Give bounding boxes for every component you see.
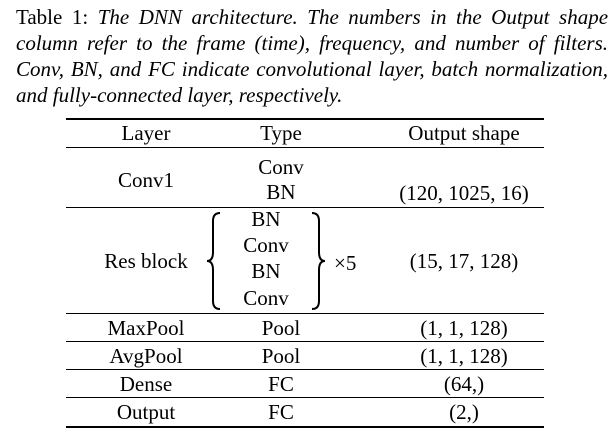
- header-layer: Layer: [121, 121, 171, 145]
- row-rule: [66, 369, 544, 370]
- output-res-block: (15, 17, 128): [409, 249, 519, 273]
- type-bn: BN: [251, 259, 281, 283]
- type-fc: FC: [268, 372, 294, 396]
- table-top-rule: [66, 118, 544, 120]
- layer-avgpool: AvgPool: [109, 344, 183, 368]
- right-brace: [310, 212, 326, 310]
- table-bottom-rule: [66, 426, 544, 428]
- header-type: Type: [260, 121, 302, 145]
- row-rule: [66, 313, 544, 314]
- output-dense: (64,): [443, 372, 485, 396]
- type-bn: BN: [266, 180, 296, 204]
- header-output-shape: Output shape: [408, 121, 520, 145]
- layer-dense: Dense: [119, 372, 173, 396]
- type-conv: Conv: [258, 155, 304, 179]
- row-rule: [66, 207, 544, 208]
- layer-conv1: Conv1: [117, 168, 174, 192]
- layer-res-block: Res block: [104, 249, 188, 273]
- type-conv: Conv: [243, 286, 289, 310]
- layer-maxpool: MaxPool: [107, 316, 185, 340]
- row-rule: [66, 341, 544, 342]
- caption-label: Table 1:: [16, 5, 89, 29]
- type-conv: Conv: [243, 233, 289, 257]
- layer-output: Output: [116, 400, 176, 424]
- output-output: (2,): [449, 400, 479, 424]
- repeat-multiplier: ×5: [334, 251, 357, 275]
- header-rule: [66, 147, 544, 148]
- caption-text: The DNN architecture. The numbers in the…: [16, 5, 609, 107]
- type-fc: FC: [268, 400, 294, 424]
- type-pool: Pool: [261, 344, 301, 368]
- table-caption: Table 1: The DNN architecture. The numbe…: [16, 4, 608, 108]
- row-rule: [66, 397, 544, 398]
- type-bn: BN: [251, 207, 281, 231]
- output-avgpool: (1, 1, 128): [420, 344, 508, 368]
- left-brace: [206, 212, 222, 310]
- output-conv1: (120, 1025, 16): [399, 181, 529, 205]
- output-maxpool: (1, 1, 128): [420, 316, 508, 340]
- type-pool: Pool: [261, 316, 301, 340]
